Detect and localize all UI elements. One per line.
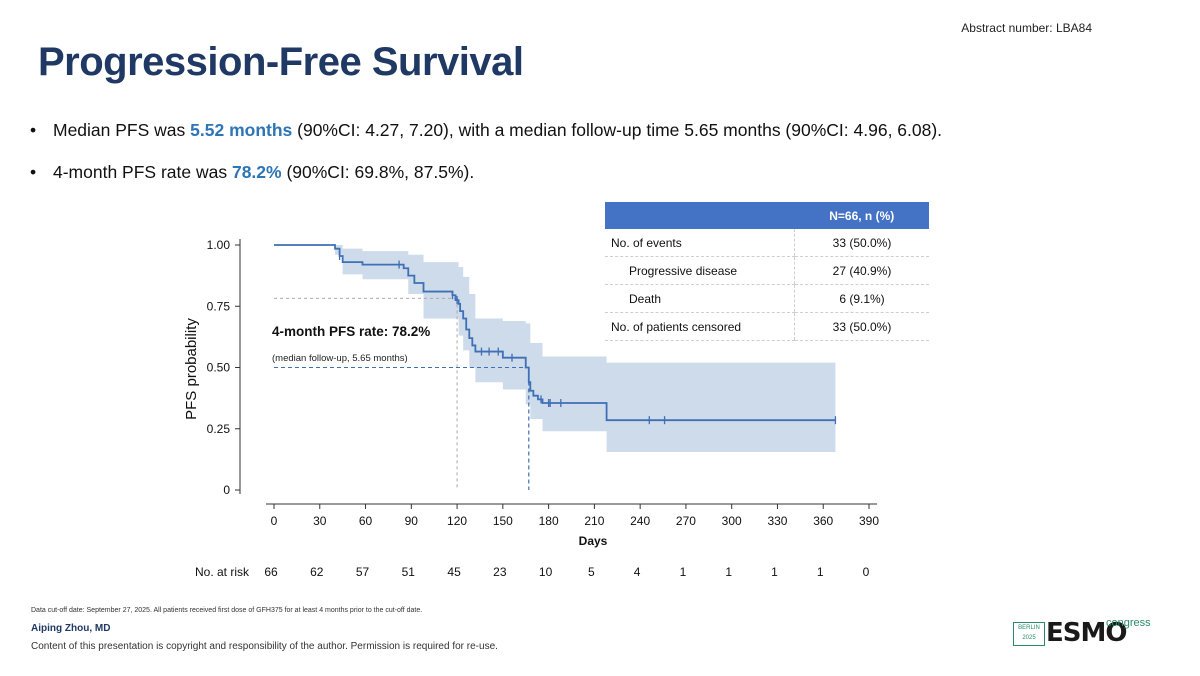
esmo-congress-logo: BERLIN 2025 ESMO congress xyxy=(1012,617,1152,651)
x-tick-label: 60 xyxy=(359,514,373,528)
bullet-pfs-rate: • 4-month PFS rate was 78.2% (90%CI: 69.… xyxy=(30,162,942,204)
table-header-row: N=66, n (%) xyxy=(605,202,929,229)
bullet-list: • Median PFS was 5.52 months (90%CI: 4.2… xyxy=(30,120,942,204)
table-header-n: N=66, n (%) xyxy=(794,202,929,229)
x-tick-label: 240 xyxy=(630,514,650,528)
risk-value: 57 xyxy=(356,565,370,579)
axes-layer: 0 0.25 0.50 0.75 1.00 0 30 60 90 120 150 180 210 240 2… xyxy=(207,238,880,528)
bullet-text-post: (90%CI: 69.8%, 87.5%). xyxy=(281,162,475,182)
bullet-median-pfs: • Median PFS was 5.52 months (90%CI: 4.2… xyxy=(30,120,942,162)
x-tick-label: 180 xyxy=(539,514,559,528)
y-tick-label: 0.75 xyxy=(207,299,231,313)
risk-value: 1 xyxy=(771,565,778,579)
bullet-text-post: (90%CI: 4.27, 7.20), with a median follo… xyxy=(292,120,943,140)
bullet-dot: • xyxy=(30,162,37,182)
x-tick-label: 300 xyxy=(722,514,742,528)
risk-value: 0 xyxy=(863,565,870,579)
slide: Abstract number: LBA84 Progression-Free … xyxy=(30,21,1152,652)
row-label: Death xyxy=(605,284,795,313)
logo-congress: congress xyxy=(1106,617,1151,629)
table-row: No. of patients censored 33 (50.0%) xyxy=(605,312,929,341)
y-tick-label: 0 xyxy=(223,483,230,497)
risk-value: 10 xyxy=(539,565,553,579)
x-tick-label: 390 xyxy=(859,514,879,528)
row-value: 27 (40.9%) xyxy=(794,256,929,285)
y-axis-label: PFS probability xyxy=(183,318,200,420)
km-plot: 00.250.500.751.000 30 60 90 120 150 180 210 240 2… xyxy=(183,238,880,579)
risk-value: 4 xyxy=(634,565,641,579)
x-tick-label: 120 xyxy=(447,514,467,528)
guide-lines-layer xyxy=(274,297,530,490)
row-label: No. of events xyxy=(605,229,795,257)
logo-city: BERLIN 2025 xyxy=(1013,622,1045,646)
y-tick-label: 1.00 xyxy=(207,238,231,252)
x-tick-label: 360 xyxy=(813,514,833,528)
table-row: Progressive disease 27 (40.9%) xyxy=(605,256,929,285)
events-table: N=66, n (%) No. of events 33 (50.0%) Pro… xyxy=(605,202,929,341)
copyright-note: Content of this presentation is copyrigh… xyxy=(31,641,498,652)
x-tick-label: 30 xyxy=(313,514,327,528)
annotation-label: 4-month PFS rate: 78.2% xyxy=(272,324,430,339)
author-name: Aiping Zhou, MD xyxy=(31,623,111,634)
x-tick-label: 0 xyxy=(271,514,278,528)
x-tick-label: 150 xyxy=(493,514,513,528)
bullet-highlight: 5.52 months xyxy=(190,120,293,140)
risk-value: 5 xyxy=(588,565,595,579)
risk-value: 1 xyxy=(817,565,824,579)
row-label: Progressive disease xyxy=(605,256,795,285)
confidence-band-layer xyxy=(274,245,836,453)
y-tick-label: 0.50 xyxy=(207,361,231,375)
table-header-blank xyxy=(605,202,795,229)
row-value: 33 (50.0%) xyxy=(794,312,929,341)
risk-value: 51 xyxy=(402,565,416,579)
logo-esmo: ESMO xyxy=(1046,618,1127,648)
risk-value: 1 xyxy=(680,565,687,579)
y-tick-label: 0.25 xyxy=(207,422,231,436)
bullet-highlight: 78.2% xyxy=(231,162,282,182)
risk-value: 23 xyxy=(493,565,507,579)
abstract-number: Abstract number: LBA84 xyxy=(961,21,1092,35)
annotation-sublabel: (median follow-up, 5.65 months) xyxy=(272,353,408,364)
table-row: No. of events 33 (50.0%) xyxy=(605,229,929,257)
survival-curve-layer xyxy=(274,244,837,425)
x-tick-label: 270 xyxy=(676,514,696,528)
bullet-text: 4-month PFS rate was 78.2% (90%CI: 69.8%… xyxy=(53,162,474,183)
page-title: Progression-Free Survival xyxy=(38,40,524,84)
confidence-band xyxy=(274,245,836,453)
bullet-text-pre: Median PFS was xyxy=(53,120,191,140)
bullet-text-pre: 4-month PFS rate was xyxy=(53,162,232,182)
x-tick-label: 330 xyxy=(767,514,787,528)
x-tick-label: 90 xyxy=(405,514,419,528)
x-tick-label: 210 xyxy=(584,514,604,528)
bullet-text: Median PFS was 5.52 months (90%CI: 4.27,… xyxy=(53,120,942,141)
row-value: 6 (9.1%) xyxy=(794,284,929,313)
row-label: No. of patients censored xyxy=(605,312,795,341)
survival-curve xyxy=(274,244,836,422)
row-value: 33 (50.0%) xyxy=(794,229,929,257)
data-cutoff-note: Data cut-off date: September 27, 2025. A… xyxy=(31,607,423,614)
risk-value: 1 xyxy=(725,565,732,579)
table-row: Death 6 (9.1%) xyxy=(605,284,929,313)
x-axis-label: Days xyxy=(579,534,608,548)
risk-table-values: 66 62 57 51 45 23 10 5 4 1 1 1 1 0 xyxy=(264,565,869,579)
risk-table-label: No. at risk xyxy=(195,565,250,579)
bullet-dot: • xyxy=(30,120,37,140)
risk-value: 45 xyxy=(447,565,461,579)
risk-value: 66 xyxy=(264,565,278,579)
risk-value: 62 xyxy=(310,565,324,579)
